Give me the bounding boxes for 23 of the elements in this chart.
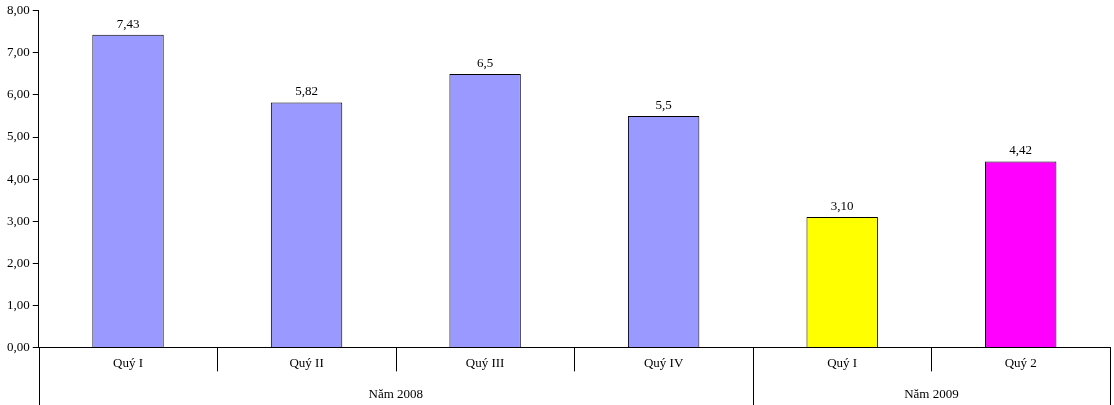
y-tick-label: 6,00 xyxy=(7,86,30,102)
x-tick-label: Quý I xyxy=(113,354,144,370)
y-tick-label: 0,00 xyxy=(7,338,30,354)
data-label: 6,5 xyxy=(476,54,494,70)
data-label: 7,43 xyxy=(116,15,140,31)
y-tick-label: 7,00 xyxy=(7,44,30,60)
y-tick-label: 5,00 xyxy=(7,128,30,144)
y-tick-label: 2,00 xyxy=(7,254,30,270)
data-label: 5,5 xyxy=(655,96,672,112)
x-tick-label: Quý IV xyxy=(643,354,684,370)
y-tick-label: 1,00 xyxy=(7,296,30,312)
text: Năm 2009 xyxy=(904,386,959,402)
text: Năm 2008 xyxy=(368,386,424,402)
x-tick-label: Quý 2 xyxy=(1004,354,1037,370)
y-tick-label: 4,00 xyxy=(7,170,30,186)
y-tick-label: 8,00 xyxy=(7,2,30,18)
data-label: 3,10 xyxy=(830,197,854,213)
y-tick-label: 3,00 xyxy=(7,212,30,228)
x-tick-label: Quý I xyxy=(827,354,858,370)
x-tick-label: Quý II xyxy=(289,354,324,370)
data-label: 4,42 xyxy=(1009,142,1033,158)
data-label: 5,82 xyxy=(295,83,318,99)
x-tick-label: Quý III xyxy=(465,354,505,370)
